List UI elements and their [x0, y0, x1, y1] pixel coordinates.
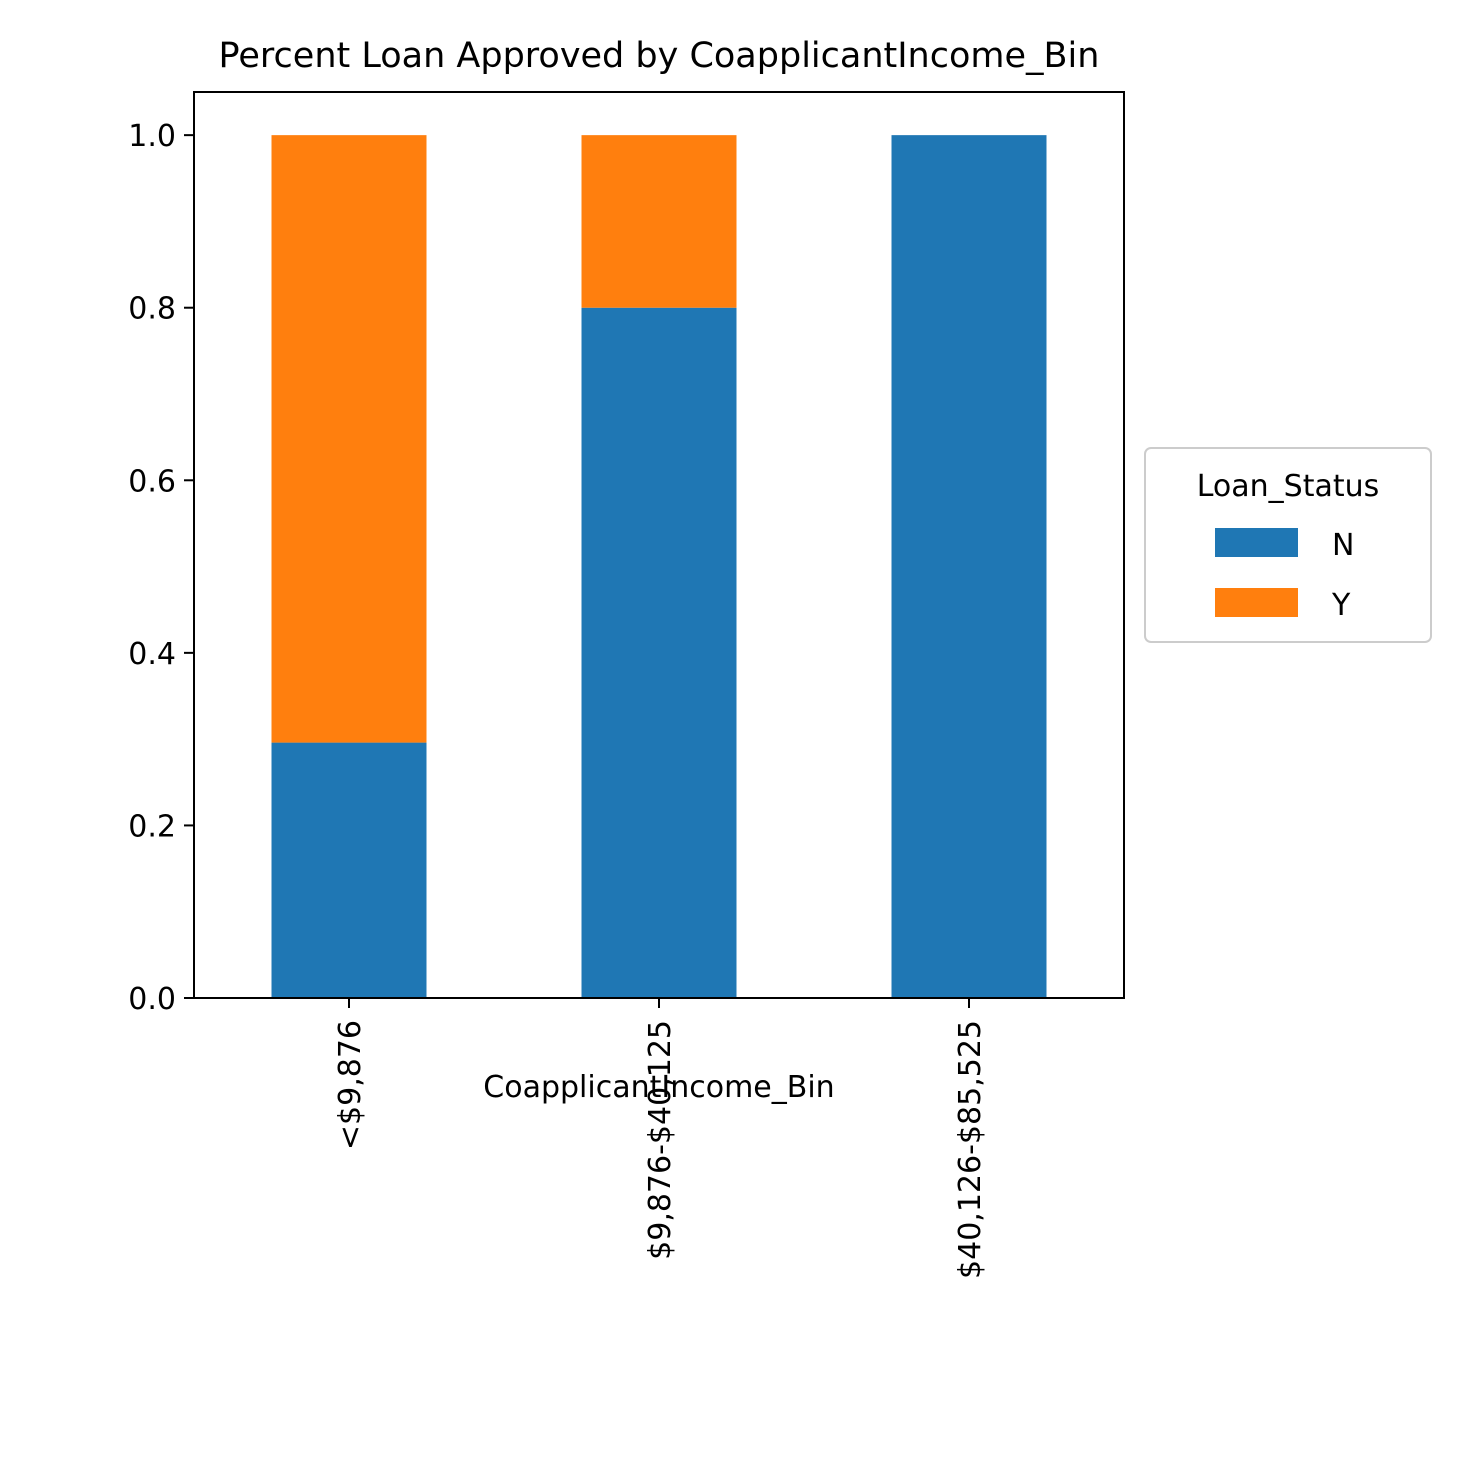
y-tick-label-2: 0.4 [128, 637, 176, 672]
legend: Loan_Status NY [1144, 447, 1432, 643]
y-tick-label-4: 0.8 [128, 292, 176, 327]
legend-label-n: N [1332, 528, 1354, 563]
x-tick-label-2: $40,126-$85,525 [953, 1020, 988, 1279]
y-tick-label-1: 0.2 [128, 809, 176, 844]
bar-y-1 [581, 135, 737, 308]
legend-swatch-n [1215, 528, 1298, 557]
bar-y-0 [271, 135, 427, 743]
bar-n-0 [271, 742, 427, 998]
legend-swatch-y [1215, 588, 1298, 617]
legend-entries: NY [1215, 528, 1354, 623]
legend-label-y: Y [1331, 588, 1351, 623]
chart-title: Percent Loan Approved by CoapplicantInco… [219, 36, 1100, 76]
plot-frame [193, 91, 1125, 999]
y-tick-label-0: 0.0 [128, 982, 176, 1017]
y-tick-label-5: 1.0 [128, 119, 176, 154]
x-tick-label-1: $9,876-$40,125 [643, 1020, 678, 1260]
x-axis-label: CoapplicantIncome_Bin [483, 1070, 834, 1105]
legend-title: Loan_Status [1197, 469, 1380, 504]
x-tick-label-0: <$9,876 [333, 1020, 368, 1150]
y-axis: 0.0 0.2 0.4 0.6 0.8 1.0 [128, 119, 194, 1017]
x-axis: <$9,876 $9,876-$40,125 $40,126-$85,525 [333, 998, 988, 1279]
bar-n-1 [581, 307, 737, 998]
y-tick-label-3: 0.6 [128, 464, 176, 499]
bars-layer [271, 135, 1047, 999]
bar-n-2 [891, 135, 1047, 999]
